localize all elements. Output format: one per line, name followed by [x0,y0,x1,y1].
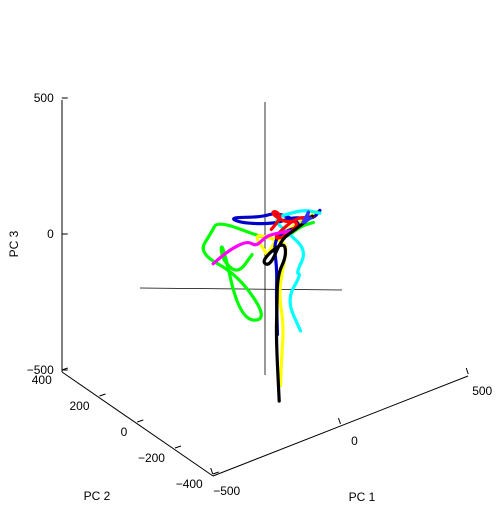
y-tick-label: 400 [32,373,52,387]
y-axis-line [61,371,214,477]
trajectory-line-7 [262,214,314,403]
y-axis-label: PC 2 [84,489,111,503]
y-tick-label: −400 [176,477,203,491]
x-axis-label: PC 1 [349,490,376,504]
axis-ticks: −500 0 500 400 200 0 −200 −400 500 0 −500 [27,91,493,498]
y-tick-label: 200 [69,399,89,413]
y-tick-mark [137,419,144,423]
z-tick-label: −500 [27,363,54,377]
x-axis-line [212,375,469,477]
trajectory-line-6 [211,229,292,266]
z-tick-label: 500 [34,91,54,105]
y-tick-mark [99,393,106,397]
trajectory-series [201,208,322,403]
y-tick-mark [212,471,219,475]
x-tick-label: 500 [472,384,492,398]
z-tick-label: 0 [47,227,54,241]
trajectory-line-5 [269,209,315,240]
x-tick-mark [338,417,341,425]
y-tick-mark [174,445,182,449]
axes-box [61,100,469,477]
z-axis-label: PC 3 [7,230,21,257]
y-tick-label: 0 [121,425,128,439]
x-tick-mark [210,467,214,475]
y-tick-label: −200 [138,451,165,465]
trajectory-line-2 [255,209,319,388]
x-tick-label: 0 [351,434,358,448]
trajectory-line-8 [301,210,313,224]
pc-horizontal-reference-line [139,287,343,291]
x-tick-label: −500 [213,484,240,498]
trajectory-line-4 [275,209,322,333]
axis-labels: PC 1 PC 2 PC 3 [7,230,376,504]
x-tick-mark [465,367,469,375]
